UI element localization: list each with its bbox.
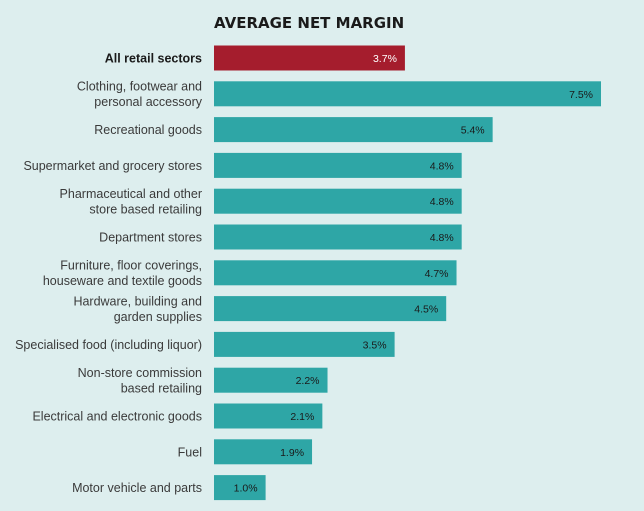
bar-11: [214, 439, 313, 465]
category-label-5: Department stores: [99, 231, 202, 245]
category-label-1: Clothing, footwear and personal accessory: [77, 80, 203, 110]
bar-8: [214, 331, 395, 357]
category-label-line: personal accessory: [94, 95, 202, 109]
category-label-line: Pharmaceutical and other: [60, 187, 202, 201]
bars-group: 3.7% All retail sectors 7.5% Clothing, foot…: [15, 45, 601, 501]
category-label-12: Motor vehicle and parts: [72, 481, 202, 495]
category-label-line: houseware and textile goods: [43, 274, 202, 288]
category-label-9: Non-store commission based retailing: [78, 366, 202, 396]
category-label-line: Electrical and electronic goods: [32, 410, 202, 424]
value-label-10: 2.1%: [290, 411, 314, 423]
bar-7: [214, 296, 447, 322]
bar-3: [214, 152, 462, 178]
category-label-line: garden supplies: [114, 310, 202, 324]
category-label-2: Recreational goods: [94, 123, 202, 137]
chart-title: AVERAGE NET MARGIN: [214, 14, 404, 32]
value-label-9: 2.2%: [296, 375, 320, 387]
category-label-line: Fuel: [178, 445, 202, 459]
bar-4: [214, 188, 462, 214]
bar-1: [214, 81, 601, 107]
value-label-12: 1.0%: [234, 483, 258, 495]
bar-5: [214, 224, 462, 250]
category-label-4: Pharmaceutical and other store based reta…: [60, 187, 202, 217]
category-label-line: Motor vehicle and parts: [72, 481, 202, 495]
value-label-4: 4.8%: [430, 196, 454, 208]
bar-10: [214, 403, 323, 429]
category-label-7: Hardware, building and garden supplies: [73, 294, 202, 324]
category-label-line: Non-store commission: [78, 366, 202, 380]
category-label-line: Furniture, floor coverings,: [60, 259, 202, 273]
value-label-7: 4.5%: [414, 304, 438, 316]
category-label-line: based retailing: [121, 381, 202, 395]
category-label-line: Clothing, footwear and: [77, 80, 202, 94]
category-label-11: Fuel: [178, 445, 202, 459]
category-label-6: Furniture, floor coverings, houseware and…: [43, 259, 202, 289]
value-label-0: 3.7%: [373, 53, 397, 65]
category-label-0: All retail sectors: [105, 52, 202, 66]
value-label-2: 5.4%: [461, 125, 485, 137]
category-label-line: Department stores: [99, 231, 202, 245]
category-label-line: store based retailing: [89, 202, 202, 216]
category-label-3: Supermarket and grocery stores: [23, 159, 202, 173]
bar-12: [214, 475, 266, 501]
value-label-3: 4.8%: [430, 160, 454, 172]
category-label-line: Recreational goods: [94, 123, 202, 137]
category-label-10: Electrical and electronic goods: [32, 410, 202, 424]
value-label-1: 7.5%: [569, 89, 593, 101]
bar-6: [214, 260, 457, 286]
category-label-line: Hardware, building and: [73, 294, 202, 308]
value-label-5: 4.8%: [430, 232, 454, 244]
category-label-line: Supermarket and grocery stores: [23, 159, 202, 173]
category-label-line: Specialised food (including liquor): [15, 338, 202, 352]
value-label-11: 1.9%: [280, 447, 304, 459]
value-label-8: 3.5%: [363, 339, 387, 351]
bar-2: [214, 117, 493, 143]
category-label-8: Specialised food (including liquor): [15, 338, 202, 352]
category-label-line: All retail sectors: [105, 52, 202, 66]
value-label-6: 4.7%: [425, 268, 449, 280]
bar-9: [214, 367, 328, 393]
bar-0: [214, 45, 405, 71]
